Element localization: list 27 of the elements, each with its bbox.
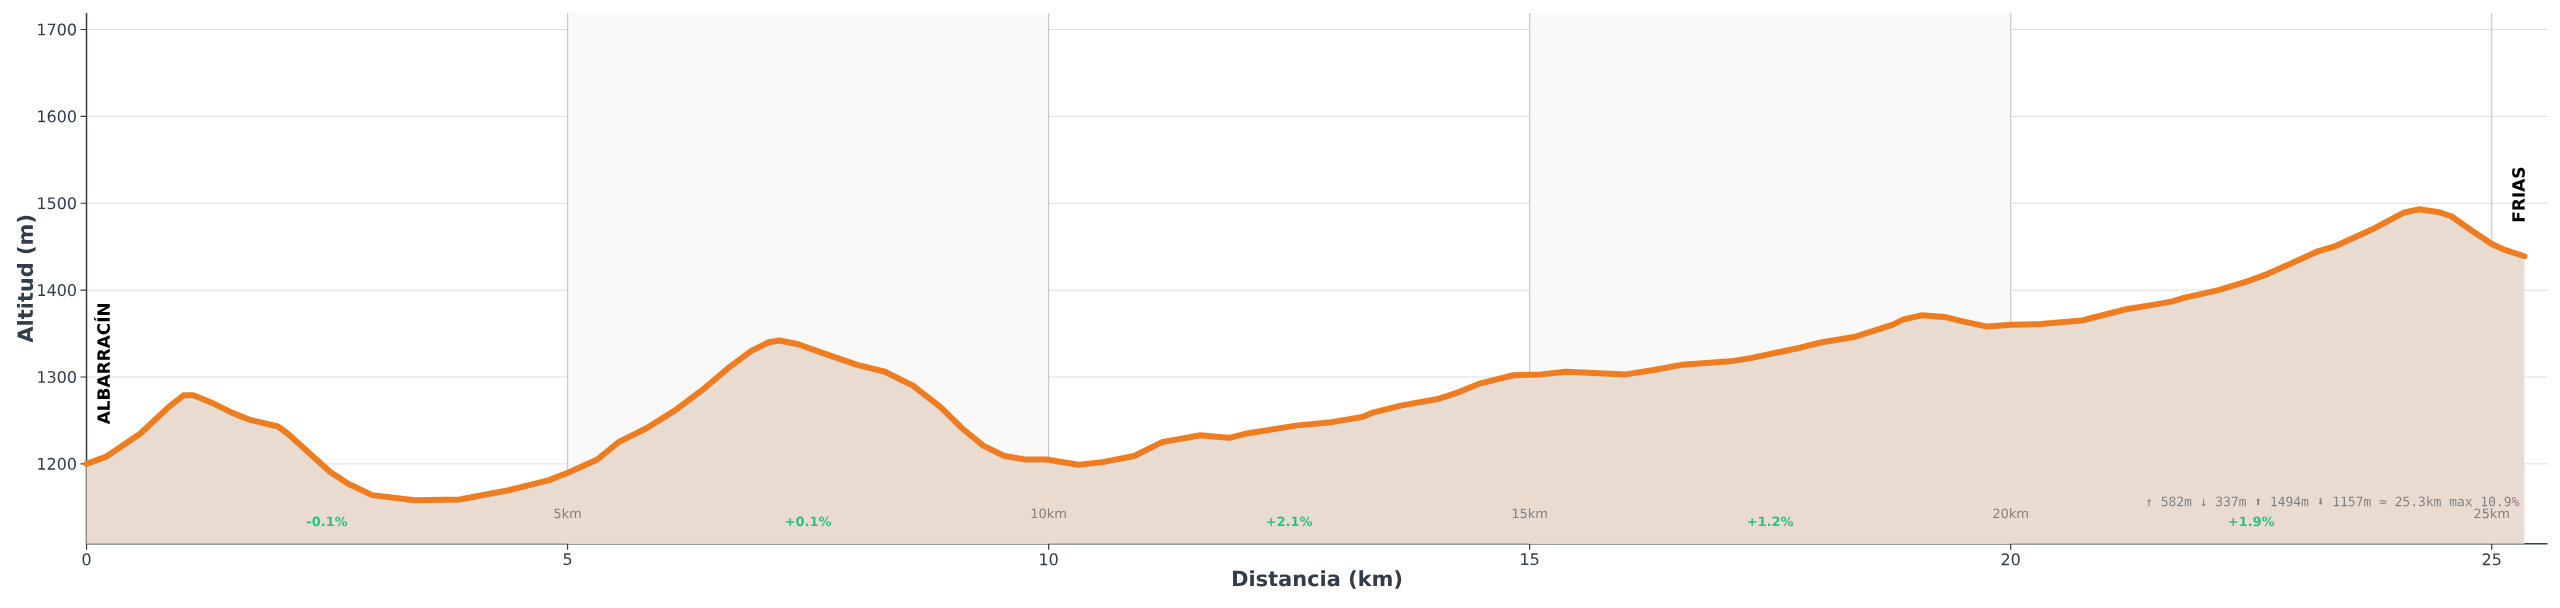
annotation: FRIAS	[2512, 167, 2525, 222]
ref-line-label: 25km	[2474, 508, 2509, 519]
y-tick-label: 1200	[38, 457, 76, 470]
y-tick-label: 1700	[38, 23, 76, 36]
annotation: +1.2%	[1748, 516, 1794, 527]
x-tick-label: 20	[2001, 553, 2020, 566]
x-tick-label: 10	[1040, 553, 1058, 566]
annotation: +1.9%	[2229, 516, 2275, 527]
ref-line-label: 10km	[1031, 508, 1066, 519]
annotation: +2.1%	[1267, 516, 1313, 527]
y-axis-title: Altitud (m)	[16, 215, 36, 343]
x-tick-label: 0	[82, 553, 91, 566]
annotation: +0.1%	[786, 516, 832, 527]
x-tick-label: 15	[1521, 553, 1539, 566]
y-tick-label: 1300	[38, 370, 76, 384]
x-axis-title: Distancia (km)	[1233, 570, 1402, 589]
y-tick-label: 1600	[38, 110, 76, 123]
y-tick-label: 1400	[38, 284, 76, 297]
x-tick-label: 5	[563, 553, 572, 566]
ref-line-label: 15km	[1512, 508, 1547, 519]
y-tick-label: 1500	[38, 197, 76, 210]
ref-line-label: 5km	[554, 508, 581, 519]
annotation: ALBARRACÍN	[94, 303, 110, 425]
annotation: -0.1%	[307, 516, 348, 527]
ref-line-label: 20km	[1993, 508, 2028, 519]
annotation: ↑ 582m ↓ 337m ⬆ 1494m ⬇ 1157m ≈ 25.3km max 10.9%	[2146, 496, 2520, 507]
x-tick-label: 25	[2482, 553, 2501, 566]
